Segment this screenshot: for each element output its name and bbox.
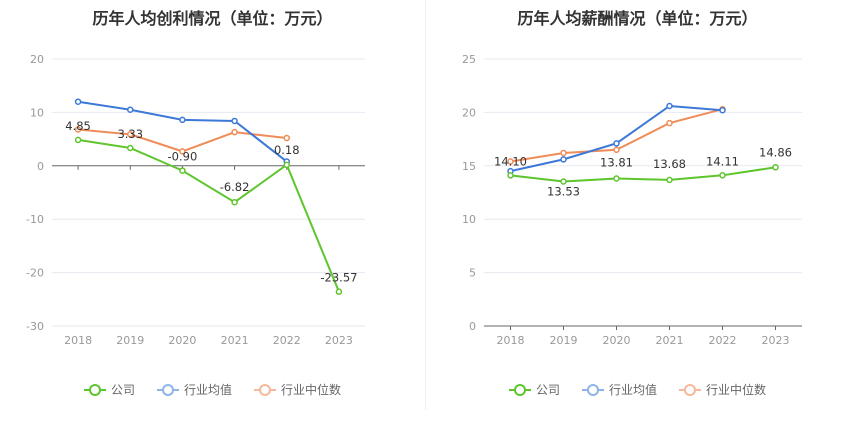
data-label: 14.10 <box>494 154 527 168</box>
series-line <box>510 166 776 183</box>
data-point <box>127 144 134 152</box>
y-tick-label: 10 <box>30 106 44 119</box>
legend-item-industry-median[interactable]: 行业中位数 <box>679 381 766 398</box>
data-point <box>283 161 290 169</box>
x-tick-label: 2020 <box>603 334 631 347</box>
legend-marker-industry-mean <box>156 383 179 396</box>
y-tick-label: 0 <box>469 320 476 333</box>
x-tick-label: 2022 <box>709 334 737 347</box>
salary-per-capita-panel: 历年人均薪酬情况（单位：万元） 25 20 15 10 5 0 2018 2019 2020 20… <box>425 0 850 437</box>
data-label: -23.57 <box>320 271 357 285</box>
legend-item-company[interactable]: 公司 <box>508 381 560 398</box>
legend-marker-company <box>508 383 531 396</box>
y-tick-label: -10 <box>26 213 44 226</box>
x-tick-label: 2018 <box>64 334 92 347</box>
legend-item-industry-mean[interactable]: 行业均值 <box>581 381 657 398</box>
y-tick-label: 5 <box>469 267 476 280</box>
x-tick-label: 2019 <box>116 334 144 347</box>
legend-marker-industry-mean <box>581 383 604 396</box>
data-point <box>74 98 82 105</box>
data-point <box>231 198 238 206</box>
x-tick-label: 2019 <box>550 334 578 347</box>
series-line <box>77 138 340 293</box>
profit-per-capita-panel: 历年人均创利情况（单位：万元） 20 10 0 -10 -20 -30 2018 2019 20… <box>0 9 425 398</box>
legend-label-industry-median: 行业中位数 <box>706 383 767 397</box>
legend-marker-industry-median <box>254 383 276 396</box>
legend-label-industry-mean: 行业均值 <box>183 383 232 397</box>
profit-line-chart: 20 10 0 -10 -20 -30 2018 2019 2020 2021 2022 2023 4.… <box>26 53 365 347</box>
y-tick-label: 0 <box>37 160 44 173</box>
data-label: 13.68 <box>653 157 686 171</box>
legend-profit: 公司 行业均值 行业中位数 <box>0 381 425 398</box>
legend-label-company: 公司 <box>535 383 560 397</box>
legend-salary: 公司 行业均值 行业中位数 <box>425 381 850 398</box>
data-point <box>507 158 514 165</box>
data-point <box>613 175 620 182</box>
data-point <box>507 172 514 179</box>
data-point <box>231 117 238 125</box>
panel-divider <box>425 0 426 410</box>
x-tick-label: 2023 <box>762 334 790 347</box>
chart-title-profit: 历年人均创利情况（单位：万元） <box>92 9 333 28</box>
data-point <box>666 176 673 184</box>
y-tick-label: 10 <box>462 213 476 226</box>
y-tick-label: 15 <box>462 160 476 173</box>
data-point <box>772 164 779 171</box>
data-label: 0.18 <box>274 143 300 157</box>
y-tick-label: 20 <box>462 106 476 119</box>
data-point <box>666 119 673 127</box>
data-label: 4.85 <box>65 119 91 133</box>
x-tick-label: 2020 <box>168 334 196 347</box>
data-label: 3.33 <box>117 127 143 141</box>
data-point <box>74 136 82 144</box>
x-tick-label: 2021 <box>221 334 249 347</box>
data-label: 13.53 <box>547 184 580 198</box>
data-label: 14.86 <box>759 145 792 159</box>
x-tick-label: 2018 <box>497 334 525 347</box>
data-point <box>74 126 82 133</box>
data-label: 14.11 <box>706 154 739 168</box>
chart-title-salary: 历年人均薪酬情况（单位：万元） <box>517 9 758 28</box>
data-point <box>283 134 290 142</box>
data-point <box>613 146 620 154</box>
y-tick-label: 20 <box>30 53 44 66</box>
series-line <box>510 108 723 163</box>
y-tick-label: 25 <box>462 53 476 66</box>
data-point <box>179 148 186 155</box>
x-tick-label: 2023 <box>325 334 353 347</box>
data-point <box>335 288 343 295</box>
legend-label-company: 公司 <box>110 383 135 397</box>
data-point <box>560 149 567 157</box>
data-point <box>179 116 186 124</box>
data-point <box>127 131 134 138</box>
y-tick-label: -30 <box>26 320 44 333</box>
legend-item-company[interactable]: 公司 <box>83 381 135 398</box>
data-label: -0.90 <box>168 150 198 164</box>
legend-marker-company <box>83 383 106 396</box>
data-label: -6.82 <box>220 180 250 194</box>
data-point <box>127 106 134 113</box>
data-point <box>719 107 726 114</box>
data-point <box>666 102 673 110</box>
legend-label-industry-mean: 行业均值 <box>608 383 657 397</box>
data-point <box>231 128 238 136</box>
data-point <box>719 172 726 179</box>
x-tick-label: 2022 <box>273 334 301 347</box>
series-line <box>77 128 287 153</box>
y-tick-label: -20 <box>26 267 44 280</box>
data-point <box>560 178 567 185</box>
legend-item-industry-mean[interactable]: 行业均值 <box>156 381 232 398</box>
data-label: 13.81 <box>600 156 633 170</box>
legend-label-industry-median: 行业中位数 <box>281 383 342 397</box>
data-point <box>560 156 567 163</box>
legend-marker-industry-median <box>679 383 701 396</box>
salary-line-chart: 25 20 15 10 5 0 2018 2019 2020 2021 2022 2023 14.10 1… <box>462 53 802 347</box>
legend-item-industry-median[interactable]: 行业中位数 <box>254 381 341 398</box>
data-point <box>613 140 620 147</box>
data-point <box>179 167 186 174</box>
x-tick-label: 2021 <box>656 334 684 347</box>
